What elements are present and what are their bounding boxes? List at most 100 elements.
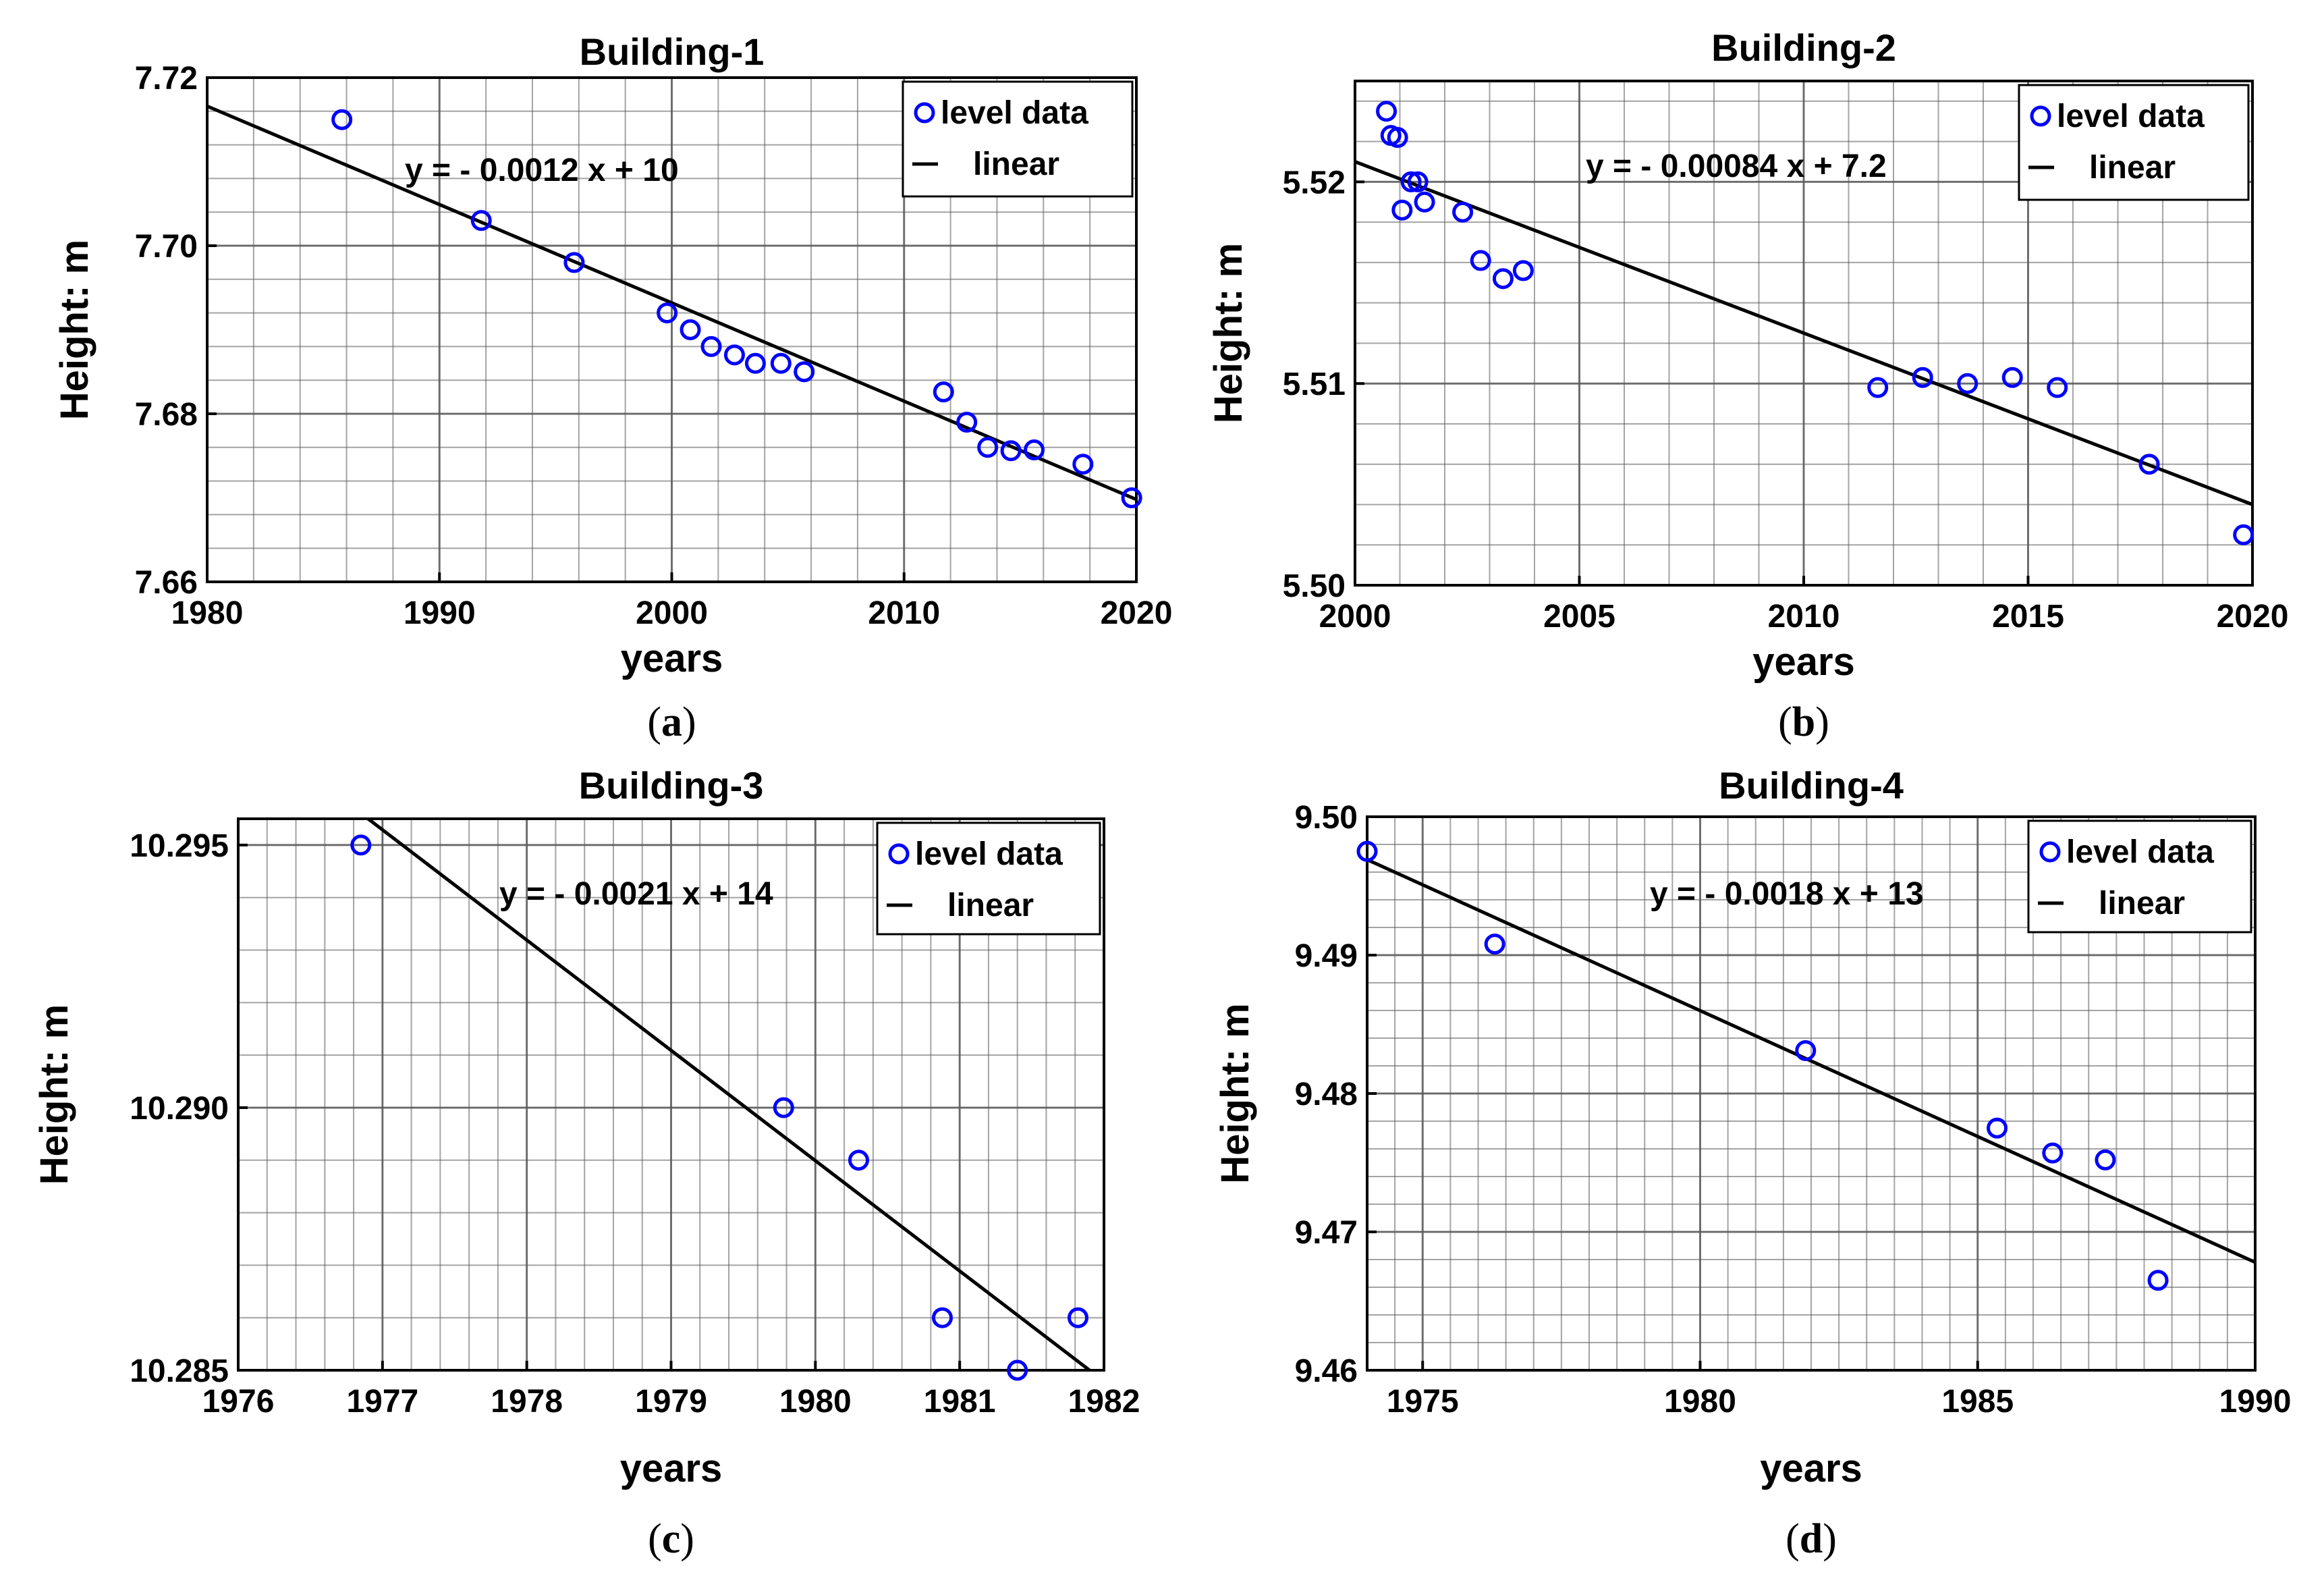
panel-caption: (c) xyxy=(648,1516,694,1562)
y-tick-label: 7.68 xyxy=(135,397,198,433)
data-point xyxy=(1957,373,1979,394)
x-axis-label: years xyxy=(1752,640,1855,684)
data-point xyxy=(933,381,954,403)
legend-label-level-data: level data xyxy=(915,836,1063,872)
data-point xyxy=(331,109,353,130)
x-tick-label: 2005 xyxy=(1543,599,1615,634)
caption-close-paren: ) xyxy=(1815,699,1829,745)
x-tick-label: 2000 xyxy=(1319,599,1391,634)
data-point xyxy=(1987,1117,2008,1139)
y-tick-label: 5.52 xyxy=(1283,165,1346,200)
y-tick-label: 10.285 xyxy=(130,1353,229,1389)
y-tick-label: 5.50 xyxy=(1283,568,1346,604)
panel-title: Building-1 xyxy=(580,30,765,73)
y-tick-label: 7.72 xyxy=(135,61,198,97)
panel-caption: (d) xyxy=(1786,1516,1837,1562)
y-tick-label: 9.47 xyxy=(1295,1215,1358,1251)
panel-2: 2000 2005 2010 2015 2020 5.50 5.51 5.52 y = - 0.… xyxy=(1207,26,2288,745)
data-point xyxy=(1492,268,1514,290)
caption-open-paren: ( xyxy=(1778,699,1792,745)
data-point xyxy=(1121,487,1142,508)
x-axis-label: years xyxy=(621,637,723,680)
legend-label-level-data: level data xyxy=(2057,99,2205,134)
data-point xyxy=(1414,191,1435,213)
x-tick-label: 1980 xyxy=(1664,1384,1736,1420)
legend-label-level-data: level data xyxy=(2066,834,2214,870)
x-tick-label: 1978 xyxy=(491,1384,563,1420)
data-point xyxy=(1068,1307,1089,1328)
fit-equation: y = - 0.0021 x + 14 xyxy=(499,876,773,912)
y-tick-label: 9.48 xyxy=(1295,1077,1358,1112)
linear-fit-line xyxy=(1367,858,2255,1264)
caption-close-paren: ) xyxy=(682,699,696,745)
legend-box xyxy=(902,80,1134,198)
data-point xyxy=(1356,840,1378,862)
panel-caption: (a) xyxy=(647,699,696,745)
data-point xyxy=(1867,377,1889,398)
caption-letter: d xyxy=(1800,1516,1823,1562)
data-point xyxy=(1452,201,1474,223)
x-tick-label: 1976 xyxy=(202,1384,275,1420)
panel-title: Building-2 xyxy=(1711,26,1896,69)
data-point xyxy=(1484,934,1505,955)
caption-open-paren: ( xyxy=(648,1516,662,1562)
panel-4: 1975 1980 1985 1990 9.46 9.47 9.48 9.49 9.50 y = … xyxy=(1213,764,2291,1562)
data-point xyxy=(1072,454,1094,475)
data-point xyxy=(956,411,978,433)
data-point xyxy=(1795,1040,1817,1061)
data-point xyxy=(794,361,815,383)
caption-open-paren: ( xyxy=(647,699,661,745)
y-tick-label: 7.70 xyxy=(135,229,198,265)
legend-box xyxy=(2027,819,2252,934)
data-point xyxy=(977,437,999,458)
data-point xyxy=(2047,377,2068,398)
data-point xyxy=(773,1097,794,1118)
legend-marker-level-data xyxy=(2030,105,2051,127)
x-tick-label: 1977 xyxy=(346,1384,418,1420)
panel-1: 1980 1990 2000 2010 2020 7.66 7.68 7.70 7.72 y = … xyxy=(53,30,1172,745)
y-axis-label: Height: m xyxy=(1213,1003,1257,1183)
x-tick-label: 1985 xyxy=(1941,1384,2014,1420)
legend-label-level-data: level data xyxy=(941,95,1088,131)
y-axis-label: Height: m xyxy=(53,240,96,420)
data-point xyxy=(1376,101,1398,122)
y-tick-label: 9.49 xyxy=(1295,938,1358,974)
legend-box xyxy=(2018,84,2250,201)
data-point xyxy=(1512,260,1534,281)
data-point xyxy=(723,344,745,366)
fit-equation: y = - 0.0012 x + 10 xyxy=(405,153,679,188)
data-point xyxy=(350,834,372,856)
legend-marker-level-data xyxy=(2039,841,2061,863)
y-tick-label: 10.295 xyxy=(130,828,229,864)
x-tick-label: 2020 xyxy=(1101,595,1173,631)
caption-letter: b xyxy=(1792,699,1815,745)
legend-label-linear: linear xyxy=(2099,886,2185,921)
data-point xyxy=(2001,367,2023,388)
panel-title: Building-3 xyxy=(579,764,764,807)
data-point xyxy=(2147,1270,2169,1291)
x-tick-label: 2015 xyxy=(1992,599,2064,634)
data-point xyxy=(1470,250,1491,271)
caption-letter: a xyxy=(661,699,682,745)
x-tick-label: 2010 xyxy=(868,595,940,631)
x-tick-label: 2010 xyxy=(1768,599,1840,634)
x-tick-label: 2020 xyxy=(2217,599,2289,634)
y-tick-label: 9.50 xyxy=(1295,800,1358,836)
x-axis-label: years xyxy=(620,1447,723,1490)
panel-3: 1976 1977 1978 1979 1980 1981 1982 10.285 10.290… xyxy=(32,764,1140,1562)
panel-title: Building-4 xyxy=(1719,764,1904,807)
y-tick-label: 10.290 xyxy=(130,1091,229,1127)
data-point xyxy=(1387,127,1408,148)
x-tick-label: 1982 xyxy=(1068,1384,1140,1420)
x-tick-label: 1981 xyxy=(924,1384,996,1420)
data-point xyxy=(1407,171,1429,192)
legend-marker-level-data xyxy=(914,102,935,124)
x-axis-label: years xyxy=(1760,1447,1862,1490)
panel-caption: (b) xyxy=(1778,699,1829,745)
data-point xyxy=(563,252,585,273)
y-axis-label: Height: m xyxy=(32,1004,76,1185)
legend-box xyxy=(876,821,1101,936)
data-point xyxy=(932,1307,953,1328)
